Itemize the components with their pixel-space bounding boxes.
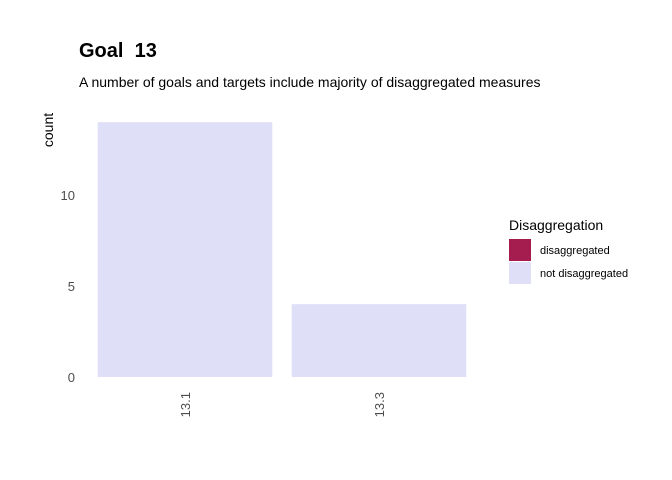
bar-not-disaggregated-13-1	[97, 122, 273, 377]
x-tick-label: 13.3	[372, 392, 387, 417]
y-tick-label: 10	[61, 188, 75, 203]
legend-label-not-disaggregated: not disaggregated	[540, 268, 628, 280]
chart-title: Goal 13	[79, 40, 157, 62]
x-tick-label: 13.1	[178, 392, 193, 417]
x-axis-ticks: 13.1 13.3	[178, 392, 387, 417]
y-tick-label: 0	[68, 370, 75, 385]
legend-label-disaggregated: disaggregated	[540, 245, 610, 257]
legend-swatch-not-disaggregated	[509, 262, 531, 284]
legend-swatch-disaggregated	[509, 239, 531, 261]
legend-title: Disaggregation	[509, 217, 603, 233]
legend: Disaggregation disaggregated not disaggr…	[509, 217, 628, 284]
bar-not-disaggregated-13-3	[291, 304, 467, 377]
chart-subtitle: A number of goals and targets include ma…	[79, 74, 541, 90]
bars-group	[97, 122, 467, 377]
y-tick-label: 5	[68, 279, 75, 294]
y-axis-ticks: 0 5 10	[61, 188, 75, 385]
y-axis-label: count	[40, 113, 56, 147]
